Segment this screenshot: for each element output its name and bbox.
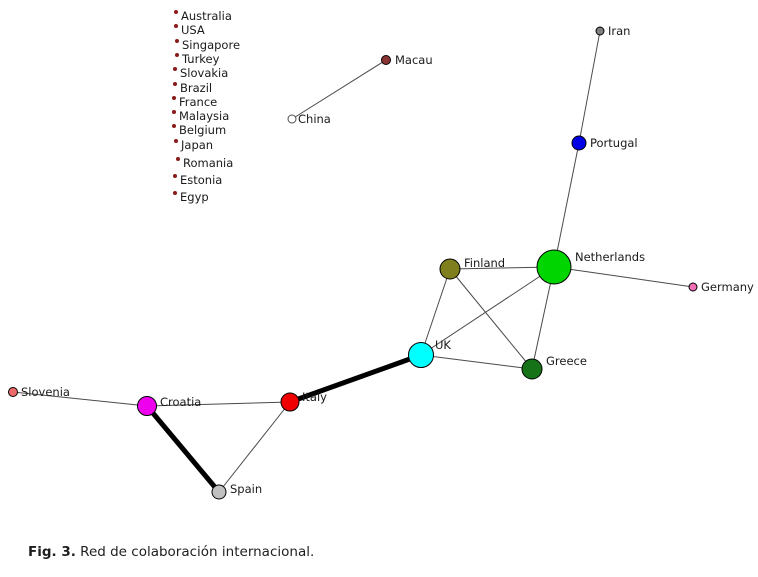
isolated-node-dot-10 bbox=[176, 157, 180, 161]
node-label-slovenia: Slovenia bbox=[21, 385, 70, 399]
node-label-portugal: Portugal bbox=[590, 136, 638, 150]
node-croatia bbox=[137, 396, 157, 416]
isolated-node-dot-3 bbox=[175, 53, 179, 57]
isolated-node-label-1: USA bbox=[181, 23, 205, 37]
node-label-croatia: Croatia bbox=[160, 395, 201, 409]
node-germany bbox=[688, 282, 698, 292]
node-china bbox=[287, 114, 297, 124]
node-finland bbox=[439, 258, 461, 280]
node-slovenia bbox=[8, 387, 18, 397]
edge-italy-spain bbox=[218, 401, 291, 493]
isolated-node-label-8: Belgium bbox=[179, 123, 226, 137]
edge-croatia-spain bbox=[145, 404, 221, 494]
isolated-node-label-3: Turkey bbox=[181, 52, 220, 66]
node-uk bbox=[408, 342, 434, 368]
node-netherlands bbox=[536, 249, 572, 285]
isolated-node-dot-6 bbox=[172, 96, 176, 100]
edge-netherlands-germany bbox=[553, 266, 694, 288]
edge-croatia-slovenia bbox=[12, 391, 148, 407]
node-label-macau: Macau bbox=[395, 53, 433, 67]
isolated-node-label-6: France bbox=[179, 95, 217, 109]
network-svg: Iran Macau China Portugal Netherlands Finland… bbox=[8, 9, 754, 500]
isolated-node-dot-1 bbox=[174, 24, 178, 28]
isolated-node-dot-8 bbox=[172, 124, 176, 128]
caption-text: Red de colaboración internacional. bbox=[75, 544, 315, 560]
node-label-iran: Iran bbox=[608, 24, 630, 38]
isolated-node-label-5: Brazil bbox=[180, 81, 212, 95]
edge-portugal-netherlands bbox=[553, 142, 580, 268]
edge-netherlands-uk bbox=[420, 266, 555, 356]
edge-uk-greece bbox=[420, 354, 533, 370]
isolated-node-dot-2 bbox=[175, 39, 179, 43]
node-macau bbox=[381, 55, 391, 65]
node-italy bbox=[280, 392, 300, 412]
isolated-node-dot-12 bbox=[173, 191, 177, 195]
isolated-node-dot-11 bbox=[173, 174, 177, 178]
node-label-germany: Germany bbox=[701, 280, 754, 294]
node-greece bbox=[521, 358, 543, 380]
node-iran bbox=[595, 26, 605, 36]
edge-iran-portugal bbox=[578, 30, 601, 144]
isolated-node-dot-7 bbox=[172, 110, 176, 114]
edge-italy-croatia bbox=[146, 401, 291, 407]
isolated-node-label-7: Malaysia bbox=[179, 109, 229, 123]
figure-caption: Fig. 3. Red de colaboración internaciona… bbox=[28, 544, 314, 560]
isolated-node-label-4: Slovakia bbox=[180, 66, 228, 80]
edge-finland-greece bbox=[449, 268, 533, 370]
node-label-greece: Greece bbox=[546, 354, 587, 368]
isolated-node-label-2: Singapore bbox=[182, 38, 240, 52]
caption-label: Fig. 3. bbox=[28, 544, 76, 560]
node-label-spain: Spain bbox=[230, 482, 262, 496]
isolated-node-label-9: Japan bbox=[180, 138, 213, 152]
isolated-node-dot-0 bbox=[174, 10, 178, 14]
isolated-node-dot-9 bbox=[174, 139, 178, 143]
node-label-china: China bbox=[298, 112, 331, 126]
node-label-italy: Italy bbox=[302, 390, 327, 404]
edge-macau-china bbox=[291, 59, 387, 120]
node-spain bbox=[211, 484, 227, 500]
node-label-finland: Finland bbox=[464, 256, 505, 270]
isolated-node-label-12: Egyp bbox=[180, 190, 209, 204]
isolated-node-dot-5 bbox=[173, 82, 177, 86]
node-label-netherlands: Netherlands bbox=[575, 250, 645, 264]
isolated-node-label-10: Romania bbox=[183, 156, 233, 170]
node-label-uk: UK bbox=[435, 338, 451, 352]
isolated-node-label-0: Australia bbox=[181, 9, 232, 23]
edge-uk-italy bbox=[289, 352, 422, 405]
isolated-node-label-11: Estonia bbox=[180, 173, 222, 187]
isolated-node-dot-4 bbox=[173, 67, 177, 71]
edge-finland-uk bbox=[420, 268, 451, 356]
node-portugal bbox=[571, 135, 587, 151]
